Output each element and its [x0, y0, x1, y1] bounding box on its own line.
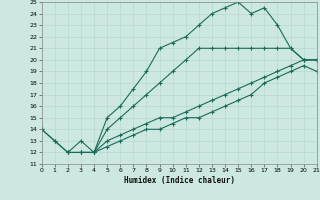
X-axis label: Humidex (Indice chaleur): Humidex (Indice chaleur) [124, 176, 235, 185]
